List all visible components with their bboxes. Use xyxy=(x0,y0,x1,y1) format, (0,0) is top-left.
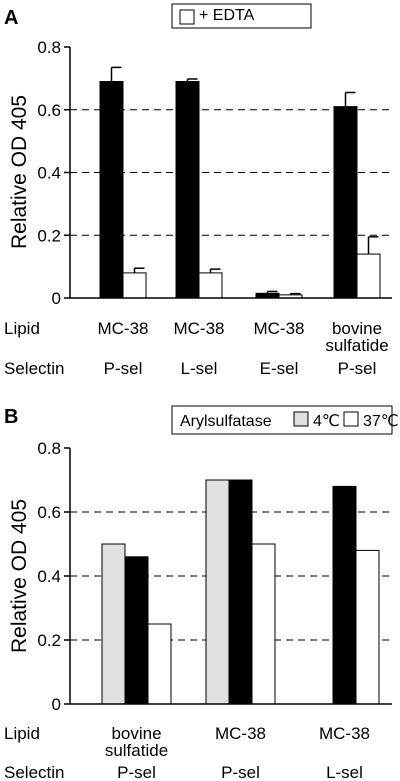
y-tick-label: 0.8 xyxy=(37,38,61,57)
row-label-lipid: Lipid xyxy=(4,724,40,743)
selectin-label: L-sel xyxy=(326,763,363,781)
lipid-label: bovine xyxy=(111,724,161,743)
legend-swatch xyxy=(179,9,195,25)
selectin-label: P-sel xyxy=(338,359,377,378)
bar xyxy=(333,106,358,299)
selectin-label: P-sel xyxy=(117,763,156,781)
bar xyxy=(175,81,200,299)
bar xyxy=(101,543,126,705)
lipid-label: MC-38 xyxy=(215,724,266,743)
y-axis-title: Relative OD 405 xyxy=(8,499,31,653)
legend-swatch xyxy=(343,411,359,427)
y-tick-label: 0.6 xyxy=(37,101,61,120)
lipid-label: MC-38 xyxy=(173,319,224,338)
row-label-selectin: Selectin xyxy=(4,359,64,378)
bar xyxy=(198,272,223,299)
selectin-label: E-sel xyxy=(260,359,299,378)
legend-swatch xyxy=(293,411,309,427)
bar xyxy=(356,253,381,299)
legend-title: Arylsulfatase xyxy=(180,413,272,430)
row-label-lipid: Lipid xyxy=(4,319,40,338)
selectin-label: P-sel xyxy=(104,359,143,378)
panel-letter-A: A xyxy=(4,7,18,29)
bar xyxy=(332,485,357,705)
lipid-label: MC-38 xyxy=(253,319,304,338)
y-tick-label: 0.8 xyxy=(37,439,61,458)
bar xyxy=(355,549,380,705)
y-tick-label: 0.4 xyxy=(37,164,61,183)
legend-label: 4℃ xyxy=(313,413,340,430)
panel-letter-B: B xyxy=(4,406,18,428)
legend-label: 37℃ xyxy=(363,413,399,430)
bar xyxy=(99,81,124,299)
lipid-label: MC-38 xyxy=(319,724,370,743)
bar xyxy=(122,272,147,299)
bar xyxy=(147,623,172,705)
bar xyxy=(205,479,230,705)
y-tick-label: 0.6 xyxy=(37,503,61,522)
lipid-label: bovine xyxy=(332,319,382,338)
y-tick-label: 0 xyxy=(52,695,61,714)
lipid-label: sulfatide xyxy=(105,741,168,760)
y-tick-label: 0 xyxy=(52,289,61,308)
y-tick-label: 0.2 xyxy=(37,631,61,650)
bar xyxy=(251,543,276,705)
y-tick-label: 0.4 xyxy=(37,567,61,586)
row-label-selectin: Selectin xyxy=(4,763,64,781)
bar xyxy=(124,556,149,705)
lipid-label: sulfatide xyxy=(325,336,388,355)
bar xyxy=(228,479,253,705)
lipid-label: MC-38 xyxy=(97,319,148,338)
legend-label: + EDTA xyxy=(199,7,255,24)
y-axis-title: Relative OD 405 xyxy=(8,95,31,249)
selectin-label: L-sel xyxy=(181,359,218,378)
legend-box xyxy=(171,3,312,29)
y-tick-label: 0.2 xyxy=(37,226,61,245)
selectin-label: P-sel xyxy=(221,763,260,781)
